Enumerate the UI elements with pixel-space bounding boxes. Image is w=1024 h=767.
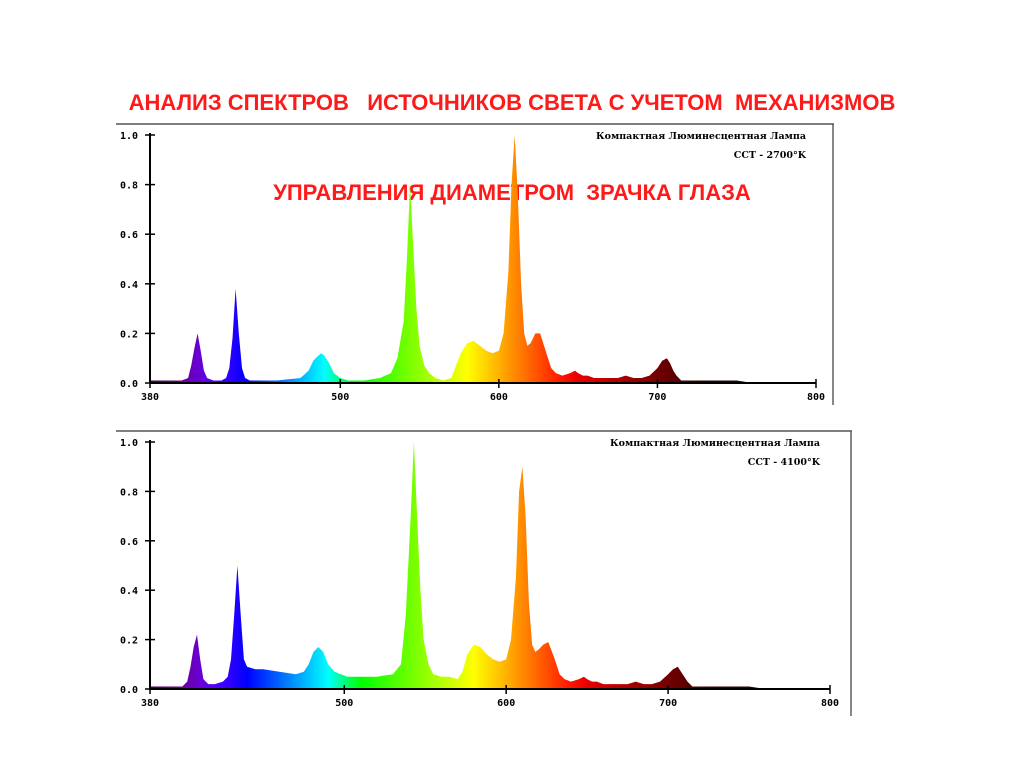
x-tick-label: 380: [141, 698, 159, 709]
x-tick-label: 600: [497, 698, 515, 709]
chart-title: Компактная Люминесцентная Лампа: [596, 131, 806, 142]
y-tick-label: 0.2: [120, 636, 138, 647]
x-tick-label: 800: [807, 392, 825, 403]
x-tick-label: 600: [490, 392, 508, 403]
spectrum-area: [150, 135, 816, 383]
y-tick-label: 0.0: [120, 379, 138, 390]
y-tick-label: 0.6: [120, 230, 138, 241]
x-tick-label: 500: [331, 392, 349, 403]
y-tick-label: 0.2: [120, 329, 138, 340]
x-tick-label: 800: [821, 698, 839, 709]
page-title-line-2: УПРАВЛЕНИЯ ДИАМЕТРОМ ЗРАЧКА ГЛАЗА: [0, 178, 1024, 208]
chart-svg: 0.0 0.2 0.4 0.6 0.8 1.0 380 500 600 700 800 Компакт…: [116, 123, 834, 405]
y-tick-label: 1.0: [120, 131, 138, 142]
y-tick-label: 0.8: [120, 487, 138, 498]
chart-cct-label: CCT - 2700°K: [734, 150, 807, 161]
page-title: АНАЛИЗ СПЕКТРОВ ИСТОЧНИКОВ СВЕТА С УЧЕТО…: [0, 28, 1024, 238]
spectrum-chart-2700k: 0.0 0.2 0.4 0.6 0.8 1.0 380 500 600 700 800 Компакт…: [116, 123, 834, 405]
x-tick-label: 700: [648, 392, 666, 403]
y-tick-label: 0.0: [120, 685, 138, 696]
spectrum-chart-4100k: 0.0 0.2 0.4 0.6 0.8 1.0 380 500 600 700 800 Компакт…: [116, 430, 852, 716]
y-tick-label: 0.8: [120, 181, 138, 192]
y-tick-label: 0.4: [120, 280, 138, 291]
chart-svg: 0.0 0.2 0.4 0.6 0.8 1.0 380 500 600 700 800 Компакт…: [116, 430, 852, 716]
chart-title: Компактная Люминесцентная Лампа: [610, 438, 820, 449]
x-tick-label: 700: [659, 698, 677, 709]
y-tick-label: 1.0: [120, 438, 138, 449]
x-tick-label: 380: [141, 392, 159, 403]
chart-cct-label: CCT - 4100°K: [748, 457, 821, 468]
page-title-line-1: АНАЛИЗ СПЕКТРОВ ИСТОЧНИКОВ СВЕТА С УЧЕТО…: [128, 90, 896, 115]
y-tick-label: 0.6: [120, 537, 138, 548]
y-tick-label: 0.4: [120, 586, 138, 597]
x-tick-label: 500: [335, 698, 353, 709]
spectrum-area: [150, 442, 830, 689]
